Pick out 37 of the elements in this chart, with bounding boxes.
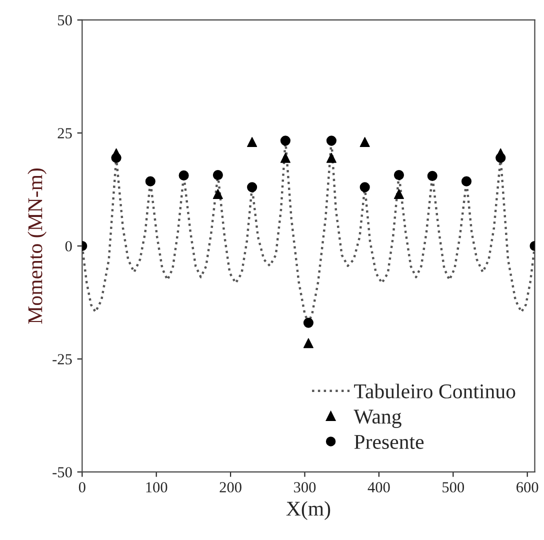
point	[178, 170, 189, 180]
legend-label: Wang	[354, 410, 402, 428]
point	[360, 182, 370, 192]
y-tick-label: -50	[52, 467, 72, 478]
point	[394, 170, 404, 180]
y-tick-label: 0	[65, 241, 72, 252]
point	[360, 136, 370, 148]
point	[326, 136, 336, 146]
point	[303, 338, 314, 348]
x-axis-title: X(m)	[286, 501, 330, 520]
y-axis-title: Momento (MN-m)	[28, 168, 46, 324]
point	[326, 152, 336, 163]
point	[303, 318, 314, 328]
point	[394, 188, 404, 200]
x-tick-label: 500	[442, 482, 464, 492]
point	[280, 152, 290, 163]
x-tick-label: 300	[294, 482, 316, 492]
y-tick-label: -25	[52, 354, 72, 364]
x-tick-label: 600	[516, 482, 538, 492]
point	[212, 188, 223, 200]
x-tick-label: 100	[146, 482, 168, 492]
x-tick-label: 400	[368, 482, 390, 492]
legend-label: Tabuleiro Continuo	[354, 384, 516, 398]
point	[212, 170, 223, 180]
x-tick-label: 0	[78, 482, 86, 492]
y-tick-label: 25	[58, 128, 72, 138]
point	[461, 176, 472, 186]
point	[111, 152, 122, 163]
point	[496, 152, 506, 163]
point	[247, 182, 258, 192]
point	[280, 136, 290, 146]
point	[145, 176, 156, 186]
point	[427, 170, 438, 181]
y-tick-label: 50	[58, 15, 72, 26]
point	[247, 136, 258, 148]
x-tick-label: 200	[220, 482, 242, 492]
legend-label: Presente	[354, 435, 424, 449]
